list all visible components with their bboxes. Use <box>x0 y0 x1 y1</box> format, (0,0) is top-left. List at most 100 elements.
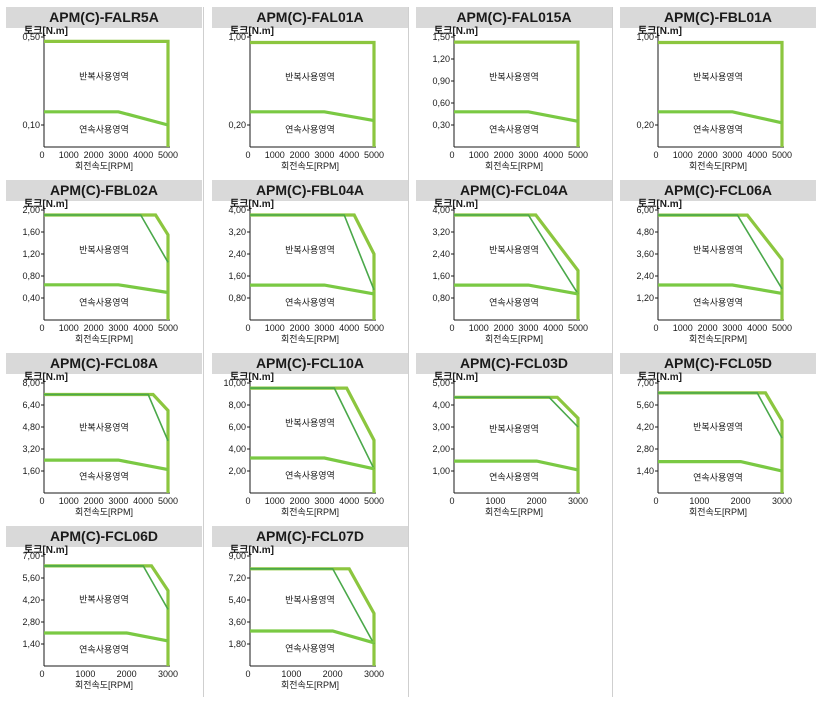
x-tick-label: 0 <box>39 669 44 679</box>
x-axis-label: 회전속도[RPM] <box>281 507 339 517</box>
x-tick-label: 0 <box>39 496 44 506</box>
x-tick-label: 1000 <box>265 496 285 506</box>
x-tick-label: 2000 <box>290 150 310 160</box>
y-axis-label: 토크[N.m] <box>434 198 478 210</box>
chart-panel: APM(C)-FAL015A 토크[N.m] 0,30 0,60 0,90 1,20 1,5… <box>416 7 612 175</box>
peak-torque-line-low-voltage <box>250 214 375 291</box>
repeated-use-region-label: 반복사용영역 <box>693 422 743 432</box>
continuous-use-region-label: 연속사용영역 <box>489 124 539 134</box>
continuous-use-region-label: 연속사용영역 <box>285 124 335 134</box>
y-axis-label: 토크[N.m] <box>24 371 68 383</box>
y-tick-label: 0,80 <box>228 293 246 303</box>
torque-speed-chart: 토크[N.m] 0,10 0,50 0 1000 2000 3000 4000 5000 회전속도… <box>22 25 178 171</box>
y-tick-label: 2,40 <box>228 249 246 259</box>
y-axis-label: 토크[N.m] <box>434 371 478 383</box>
x-tick-label: 2000 <box>323 669 343 679</box>
x-axis-label: 회전속도[RPM] <box>281 161 339 171</box>
chart-title: APM(C)-FALR5A <box>49 9 159 25</box>
x-axis-label: 회전속도[RPM] <box>75 334 133 344</box>
y-tick-label: 4,00 <box>432 205 450 215</box>
y-tick-label: 5,00 <box>432 378 450 388</box>
x-tick-label: 1000 <box>673 323 693 333</box>
x-axis-label: 회전속도[RPM] <box>75 680 133 690</box>
y-tick-label: 1,60 <box>22 466 40 476</box>
x-tick-label: 3000 <box>314 496 334 506</box>
x-axis-label: 회전속도[RPM] <box>281 334 339 344</box>
y-tick-label: 2,80 <box>22 617 40 627</box>
peak-torque-line <box>250 40 376 147</box>
peak-torque-line-low-voltage <box>44 393 169 442</box>
x-tick-label: 2000 <box>84 323 104 333</box>
x-tick-label: 1000 <box>59 150 79 160</box>
y-axis-label: 토크[N.m] <box>230 198 274 210</box>
y-tick-label: 7,00 <box>636 378 654 388</box>
continuous-torque-line <box>454 110 579 123</box>
x-tick-label: 3000 <box>314 150 334 160</box>
column-divider <box>408 7 409 697</box>
y-tick-label: 0,90 <box>432 76 450 86</box>
x-tick-label: 5000 <box>364 496 384 506</box>
y-axis-label: 토크[N.m] <box>638 25 682 37</box>
x-axis-label: 회전속도[RPM] <box>485 161 543 171</box>
peak-torque-line-low-voltage <box>454 214 579 295</box>
x-tick-label: 4000 <box>339 150 359 160</box>
continuous-use-region-label: 연속사용영역 <box>693 124 743 134</box>
continuous-use-region-label: 연속사용영역 <box>489 298 539 308</box>
x-axis-label: 회전속도[RPM] <box>689 161 747 171</box>
y-tick-label: 0,60 <box>432 98 450 108</box>
y-tick-label: 1,80 <box>228 639 246 649</box>
y-tick-label: 7,00 <box>22 551 40 561</box>
x-tick-label: 2000 <box>527 496 547 506</box>
chart-title: APM(C)-FCL05D <box>663 355 773 371</box>
x-tick-label: 5000 <box>158 150 178 160</box>
x-axis-label: 회전속도[RPM] <box>75 161 133 171</box>
continuous-torque-line <box>250 456 375 471</box>
x-tick-label: 1000 <box>265 150 285 160</box>
x-tick-label: 4000 <box>339 496 359 506</box>
peak-torque-line-low-voltage <box>44 214 169 263</box>
repeated-use-region-label: 반복사용영역 <box>79 245 129 255</box>
x-tick-label: 1000 <box>485 496 505 506</box>
y-tick-label: 3,60 <box>228 617 246 627</box>
torque-speed-chart: 토크[N.m] 0,40 0,80 1,20 1,60 2,00 0 1000 2000 3000… <box>22 198 178 344</box>
x-tick-label: 0 <box>245 323 250 333</box>
y-tick-label: 4,00 <box>228 444 246 454</box>
chart-title: APM(C)-FCL10A <box>255 355 365 371</box>
column-divider <box>203 7 204 697</box>
x-tick-label: 3000 <box>108 323 128 333</box>
x-tick-label: 2000 <box>117 669 137 679</box>
y-tick-label: 1,00 <box>636 32 654 42</box>
continuous-use-region-label: 연속사용영역 <box>489 472 539 482</box>
y-tick-label: 6,00 <box>636 205 654 215</box>
y-tick-label: 2,40 <box>636 271 654 281</box>
chart-header: APM(C)-FBL04A <box>212 180 408 201</box>
chart-header: APM(C)-FBL02A <box>6 180 202 201</box>
repeated-use-region-label: 반복사용영역 <box>489 245 539 255</box>
chart-title: APM(C)-FCL06A <box>663 182 773 198</box>
continuous-torque-line <box>658 459 783 473</box>
x-tick-label: 2000 <box>698 150 718 160</box>
y-tick-label: 0,20 <box>636 120 654 130</box>
y-tick-label: 0,30 <box>432 120 450 130</box>
y-tick-label: 1,00 <box>228 32 246 42</box>
repeated-use-region-label: 반복사용영역 <box>489 72 539 82</box>
continuous-torque-line <box>44 110 169 127</box>
y-tick-label: 0,80 <box>432 293 450 303</box>
x-tick-label: 0 <box>449 323 454 333</box>
continuous-use-region-label: 연속사용영역 <box>693 472 743 482</box>
y-tick-label: 0,80 <box>22 271 40 281</box>
continuous-torque-line <box>44 458 169 472</box>
torque-speed-chart: 토크[N.m] 0,80 1,60 2,40 3,20 4,00 0 1000 2000 3000… <box>228 198 384 344</box>
y-tick-label: 1,20 <box>636 293 654 303</box>
y-tick-label: 2,40 <box>432 249 450 259</box>
y-tick-label: 3,20 <box>22 444 40 454</box>
chart-panel: APM(C)-FCL05D 토크[N.m] 1,40 2,80 4,20 5,60 7,00… <box>620 353 816 521</box>
y-tick-label: 6,00 <box>228 422 246 432</box>
chart-panel: APM(C)-FCL04A 토크[N.m] 0,80 1,60 2,40 3,20 4,00… <box>416 180 612 348</box>
chart-panel: APM(C)-FCL07D 토크[N.m] 1,80 3,60 5,40 7,20 9,00… <box>212 526 408 694</box>
y-tick-label: 0,50 <box>22 32 40 42</box>
y-tick-label: 0,10 <box>22 120 40 130</box>
peak-torque-line-low-voltage <box>658 392 783 439</box>
x-tick-label: 0 <box>39 150 44 160</box>
continuous-use-region-label: 연속사용영역 <box>693 297 743 307</box>
